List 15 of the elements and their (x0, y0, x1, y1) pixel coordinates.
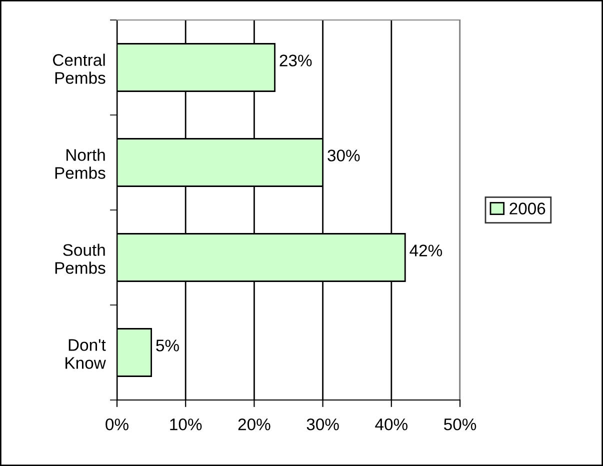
x-tick-label: 30% (306, 418, 339, 430)
data-label: 30% (328, 150, 360, 162)
data-label: 42% (410, 244, 442, 256)
y-tick-label: North Pembs (55, 148, 106, 179)
data-label: 5% (156, 340, 179, 352)
x-tick-label: 40% (375, 418, 408, 430)
y-tick-label: Don't Know (66, 339, 106, 369)
x-tick-label: 10% (170, 418, 202, 430)
legend-label: 2006 (510, 202, 546, 214)
x-tick-label: 20% (238, 418, 270, 430)
y-tick-label: Central Pembs (53, 54, 106, 84)
y-tick-label: South Pembs (55, 244, 106, 274)
data-label: 23% (280, 54, 312, 66)
x-tick-label: 0% (106, 418, 128, 430)
x-tick-label: 50% (444, 418, 476, 430)
